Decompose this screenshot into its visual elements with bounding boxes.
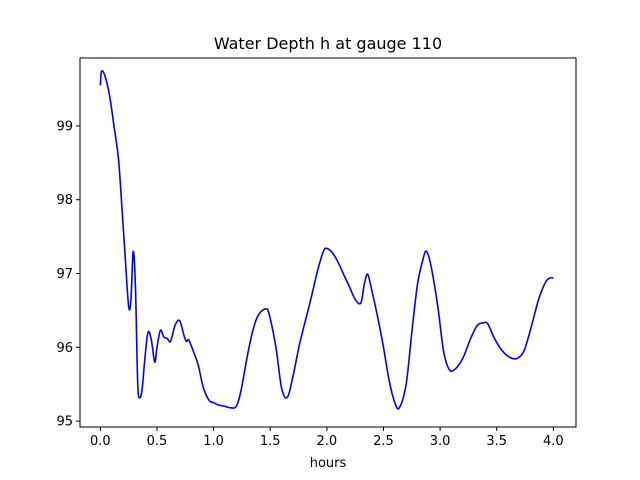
chart-title: Water Depth h at gauge 110 <box>214 34 442 53</box>
x-tick-label: 2.5 <box>373 434 394 449</box>
x-tick-label: 2.0 <box>317 434 338 449</box>
y-tick-label: 99 <box>56 119 73 134</box>
y-tick-label: 96 <box>56 341 73 356</box>
y-tick-label: 95 <box>56 415 73 430</box>
x-tick-label: 1.5 <box>260 434 281 449</box>
plot-frame <box>79 57 577 428</box>
x-tick-label: 1.0 <box>203 434 224 449</box>
depth-series-line <box>99 69 554 410</box>
x-tick-label: 0.0 <box>90 434 111 449</box>
x-tick-label: 3.0 <box>430 434 451 449</box>
x-axis-label: hours <box>310 456 347 471</box>
x-tick-label: 0.5 <box>147 434 168 449</box>
x-tick-label: 4.0 <box>543 434 564 449</box>
x-axis-ticks: 0.0 0.5 1.0 1.5 2.0 2.5 3.0 3.5 4.0 <box>90 427 564 449</box>
y-tick-label: 98 <box>56 193 73 208</box>
x-tick-label: 3.5 <box>486 434 507 449</box>
y-axis-ticks: 95 96 97 98 99 <box>56 119 80 430</box>
y-tick-label: 97 <box>56 267 73 282</box>
